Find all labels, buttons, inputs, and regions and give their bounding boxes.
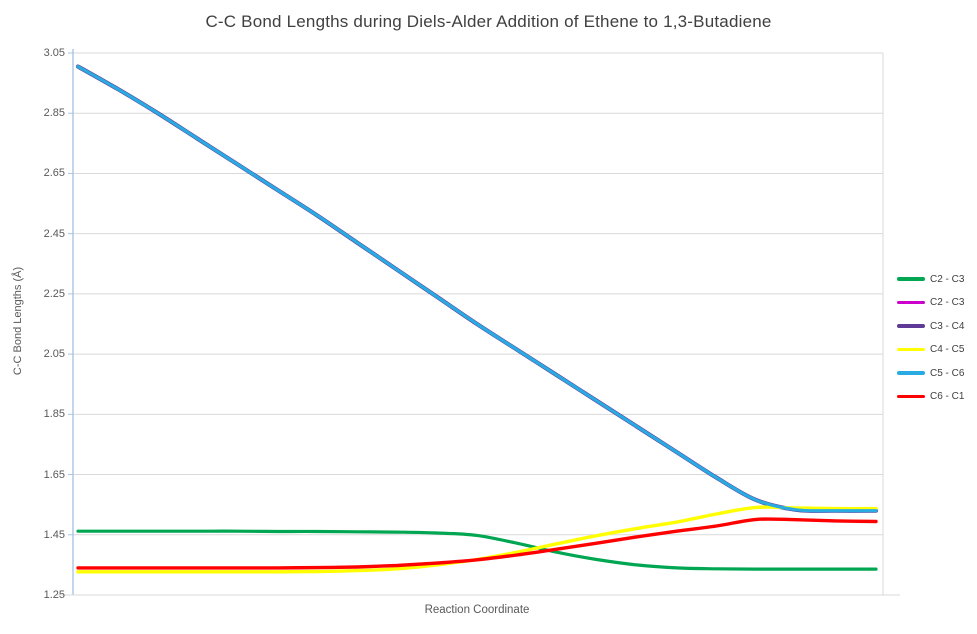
- y-tick-label: 3.05: [43, 47, 65, 59]
- series-line-C3-C4: [75, 64, 879, 513]
- legend-item[interactable]: C2 - C3: [897, 272, 977, 286]
- series-line-C5-C6: [76, 64, 878, 513]
- chart-title: C-C Bond Lengths during Diels-Alder Addi…: [205, 12, 772, 31]
- legend: C2 - C3 C2 - C3 C3 - C4 C4 - C5 C5 - C6 C6 - …: [897, 272, 977, 413]
- legend-swatch: [897, 300, 925, 305]
- legend-label: C2 - C3: [930, 273, 965, 285]
- y-tick-label: 2.85: [43, 107, 65, 120]
- legend-label: C4 - C5: [930, 344, 965, 355]
- y-tick-label: 1.65: [43, 468, 65, 481]
- legend-swatch: [897, 371, 925, 375]
- legend-swatch: [897, 347, 925, 352]
- legend-swatch: [897, 277, 925, 281]
- legend-label: C2 - C3: [930, 297, 965, 308]
- series-line-C6-C1: [76, 517, 878, 570]
- series-line-C2-C3: [76, 529, 878, 571]
- y-tick-label: 2.25: [43, 287, 65, 300]
- y-axis-title: C-C Bond Lengths (Å): [12, 266, 24, 376]
- legend-label: C5 - C6: [930, 367, 965, 379]
- series-line-C4-C5: [76, 505, 878, 574]
- legend-item[interactable]: C3 - C4: [897, 319, 977, 333]
- y-tick-label: 2.05: [43, 348, 65, 361]
- legend-label: C6 - C1: [930, 391, 965, 402]
- x-axis-title: Reaction Coordinate: [424, 604, 530, 616]
- legend-item[interactable]: C5 - C6: [897, 366, 977, 380]
- y-tick-label: 1.85: [43, 408, 65, 421]
- y-tick-label: 2.65: [43, 167, 65, 180]
- y-tick-label: 1.25: [43, 589, 65, 601]
- legend-item[interactable]: C6 - C1: [897, 390, 977, 404]
- legend-item[interactable]: C2 - C3: [897, 296, 977, 310]
- legend-label: C3 - C4: [930, 320, 965, 332]
- legend-item[interactable]: C4 - C5: [897, 343, 977, 357]
- y-tick-label: 1.45: [43, 528, 65, 541]
- legend-swatch: [897, 324, 925, 328]
- y-tick-label: 2.45: [43, 227, 65, 240]
- legend-swatch: [897, 394, 925, 399]
- series-line-C2-C3: [76, 64, 878, 513]
